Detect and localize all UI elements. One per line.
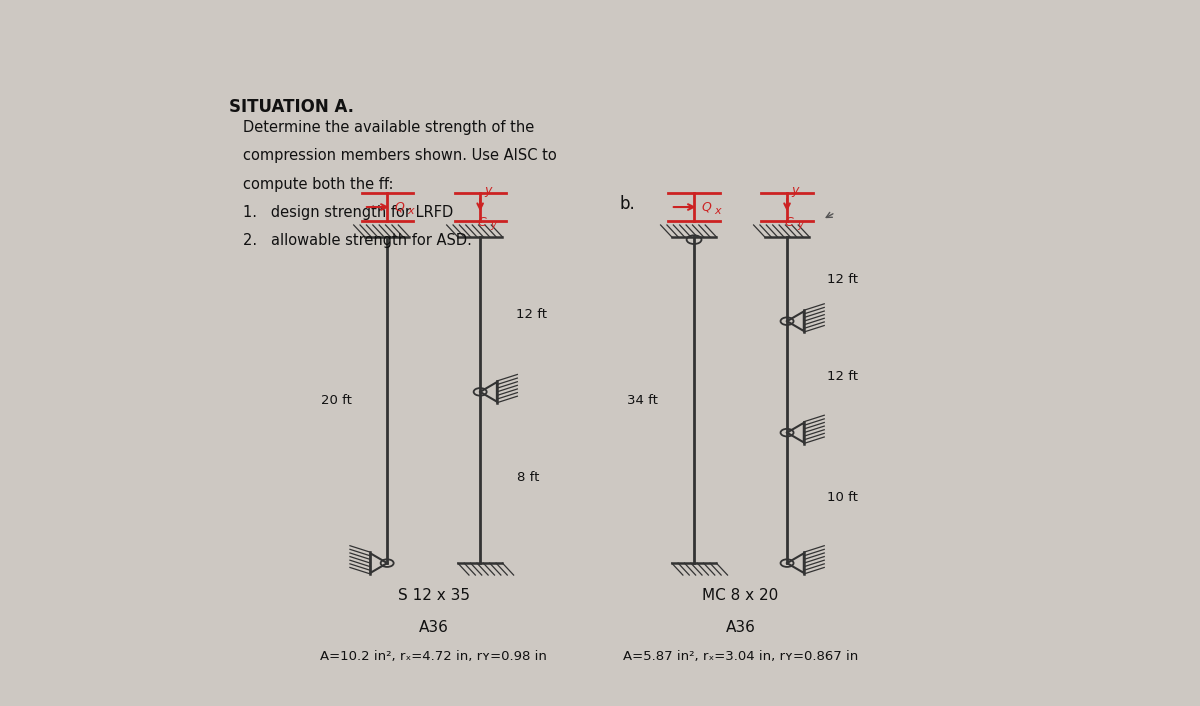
Text: MC 8 x 20: MC 8 x 20 <box>702 587 779 602</box>
Text: 12 ft: 12 ft <box>827 273 858 285</box>
Text: y: y <box>485 184 492 197</box>
Text: x: x <box>714 206 721 216</box>
Text: 10 ft: 10 ft <box>828 491 858 504</box>
Text: 12 ft: 12 ft <box>827 371 858 383</box>
Text: compute both the ff:: compute both the ff: <box>242 176 394 191</box>
Text: y: y <box>491 220 496 230</box>
Text: S 12 x 35: S 12 x 35 <box>397 587 469 602</box>
Text: Determine the available strength of the: Determine the available strength of the <box>242 120 534 135</box>
Text: x: x <box>408 206 414 216</box>
Text: 20 ft: 20 ft <box>320 393 352 407</box>
Text: C: C <box>478 216 486 229</box>
Text: A=5.87 in², rₓ=3.04 in, rʏ=0.867 in: A=5.87 in², rₓ=3.04 in, rʏ=0.867 in <box>623 650 858 663</box>
Text: b.: b. <box>619 196 636 213</box>
Text: compression members shown. Use AISC to: compression members shown. Use AISC to <box>242 148 557 163</box>
Text: A36: A36 <box>726 620 756 635</box>
Text: SITUATION A.: SITUATION A. <box>229 98 354 116</box>
Text: Q: Q <box>395 201 404 213</box>
Text: A36: A36 <box>419 620 449 635</box>
Text: A=10.2 in², rₓ=4.72 in, rʏ=0.98 in: A=10.2 in², rₓ=4.72 in, rʏ=0.98 in <box>320 650 547 663</box>
Text: 2.   allowable strength for ASD.: 2. allowable strength for ASD. <box>242 233 472 248</box>
Text: 1.   design strength for LRFD: 1. design strength for LRFD <box>242 205 454 220</box>
Text: y: y <box>792 184 799 197</box>
Text: C: C <box>785 216 793 229</box>
Text: 34 ft: 34 ft <box>628 393 659 407</box>
Text: Q: Q <box>702 201 712 213</box>
Text: 8 ft: 8 ft <box>517 471 540 484</box>
Text: 12 ft: 12 ft <box>516 308 547 321</box>
Text: y: y <box>797 220 803 230</box>
